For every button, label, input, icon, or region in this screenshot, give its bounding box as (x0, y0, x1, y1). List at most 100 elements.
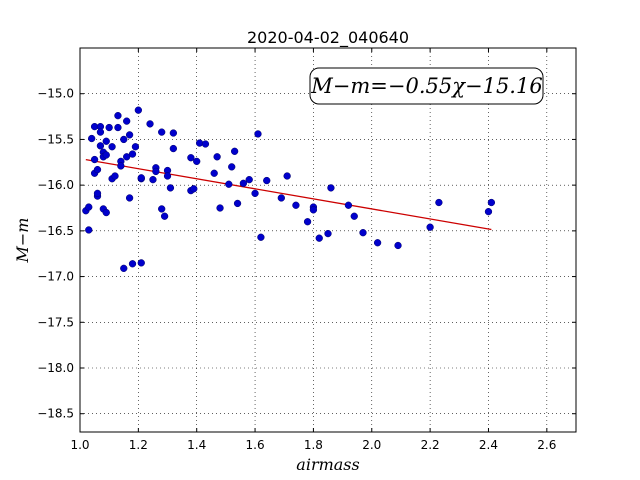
data-point (128, 150, 137, 158)
y-tick-label: −18.0 (37, 361, 74, 375)
data-point (315, 234, 323, 242)
data-point (111, 172, 119, 180)
data-point (303, 218, 312, 226)
x-tick-label: 2.0 (362, 438, 381, 452)
y-tick-label: −15.0 (37, 87, 74, 101)
data-point (149, 176, 157, 184)
data-point (487, 198, 496, 207)
data-point (120, 135, 128, 144)
data-point (123, 153, 131, 161)
x-tick-label: 2.4 (479, 438, 498, 452)
x-tick-label: 1.6 (246, 438, 265, 452)
annotation-box (309, 67, 544, 105)
data-point (166, 184, 175, 192)
data-point (245, 176, 253, 184)
annotation-text: M−m=−0.55χ−15.16 (310, 74, 542, 98)
data-point (292, 201, 300, 209)
data-point (88, 134, 96, 143)
data-point (213, 153, 221, 161)
data-point (146, 120, 154, 128)
data-point (105, 123, 113, 132)
data-point (373, 239, 382, 247)
x-tick-label: 1.2 (129, 438, 148, 452)
data-point (324, 229, 332, 238)
data-point (114, 112, 122, 120)
data-point (85, 203, 93, 211)
data-point (96, 128, 105, 136)
x-tick-labels: 1.0 1.2 1.4 1.6 1.8 2.0 2.2 2.4 2.6 (70, 438, 556, 452)
data-point (90, 155, 99, 164)
data-point (85, 226, 93, 234)
data-point (228, 163, 236, 171)
data-point (359, 229, 367, 237)
data-point (210, 169, 218, 177)
data-point (128, 260, 137, 268)
data-point (263, 176, 271, 185)
data-point (102, 208, 110, 217)
data-point (134, 106, 143, 114)
data-point (435, 198, 443, 207)
data-point (125, 194, 134, 202)
data-point (125, 131, 134, 139)
data-point (344, 201, 353, 209)
data-point (108, 143, 116, 151)
data-point (190, 185, 198, 193)
data-point (309, 206, 318, 214)
data-point (216, 204, 224, 212)
data-point (484, 208, 493, 216)
data-point (96, 142, 105, 150)
data-point (131, 143, 140, 151)
data-point (394, 241, 402, 250)
data-point (169, 129, 178, 137)
data-point (283, 172, 291, 180)
data-point (230, 147, 239, 155)
data-point (257, 233, 265, 241)
data-point (254, 130, 262, 138)
data-point (137, 174, 145, 182)
data-point (158, 128, 166, 136)
data-point (93, 165, 102, 174)
data-point (187, 154, 195, 162)
data-point (163, 172, 172, 180)
data-point (102, 137, 110, 145)
data-point (169, 144, 178, 153)
data-point (120, 264, 128, 272)
data-point (426, 223, 434, 231)
x-tick-label: 2.6 (537, 438, 556, 452)
data-point (123, 117, 131, 125)
y-axis-label: M−m (13, 218, 32, 264)
data-point (160, 212, 169, 220)
x-tick-label: 1.0 (70, 438, 89, 452)
x-tick-label: 1.8 (304, 438, 323, 452)
x-axis-label: airmass (296, 455, 359, 474)
y-tick-label: −17.5 (37, 315, 74, 329)
x-tick-label: 1.4 (187, 438, 206, 452)
y-tick-label: −15.5 (37, 132, 74, 146)
data-point (251, 189, 259, 198)
data-point (158, 205, 166, 213)
data-point (277, 194, 285, 202)
data-point (93, 189, 102, 198)
data-point (201, 140, 210, 148)
chart-title: 2020-04-02_040640 (247, 28, 409, 48)
data-point (117, 162, 125, 170)
x-tick-label: 2.2 (421, 438, 440, 452)
data-point (327, 184, 335, 192)
data-point (102, 151, 110, 159)
y-tick-label: −16.5 (37, 224, 74, 238)
plot-area (80, 48, 576, 432)
y-tick-label: −16.0 (37, 178, 74, 192)
data-point (350, 212, 358, 220)
data-point (114, 123, 122, 132)
scatter-points (82, 106, 496, 272)
fit-annotation: M−m=−0.55χ−15.16 (309, 67, 544, 105)
data-point (152, 167, 160, 176)
data-point (137, 259, 145, 267)
data-point (239, 179, 248, 187)
data-point (225, 180, 233, 188)
plot-frame (79, 47, 577, 433)
y-tick-labels: −15.0 −15.5 −16.0 −16.5 −17.0 −17.5 −18.0 −18.5 (37, 87, 74, 421)
y-tick-label: −18.5 (37, 407, 74, 421)
y-tick-label: −17.0 (37, 270, 74, 284)
